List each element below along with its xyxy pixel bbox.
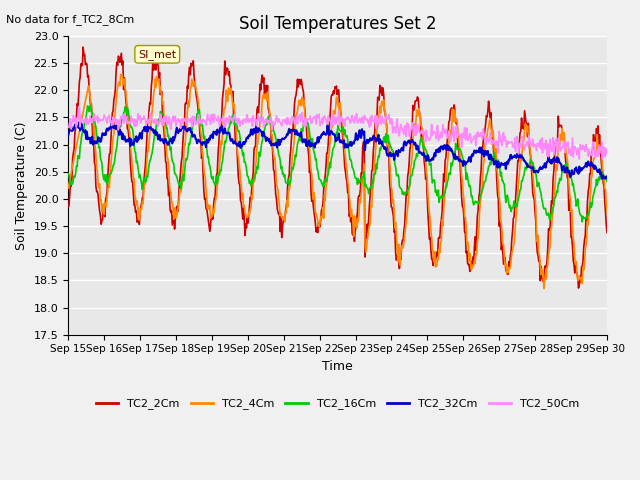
Title: Soil Temperatures Set 2: Soil Temperatures Set 2 xyxy=(239,15,436,33)
Text: SI_met: SI_met xyxy=(138,49,177,60)
Y-axis label: Soil Temperature (C): Soil Temperature (C) xyxy=(15,121,28,250)
X-axis label: Time: Time xyxy=(322,360,353,373)
Legend: TC2_2Cm, TC2_4Cm, TC2_16Cm, TC2_32Cm, TC2_50Cm: TC2_2Cm, TC2_4Cm, TC2_16Cm, TC2_32Cm, TC… xyxy=(92,394,583,414)
Text: No data for f_TC2_8Cm: No data for f_TC2_8Cm xyxy=(6,14,134,25)
